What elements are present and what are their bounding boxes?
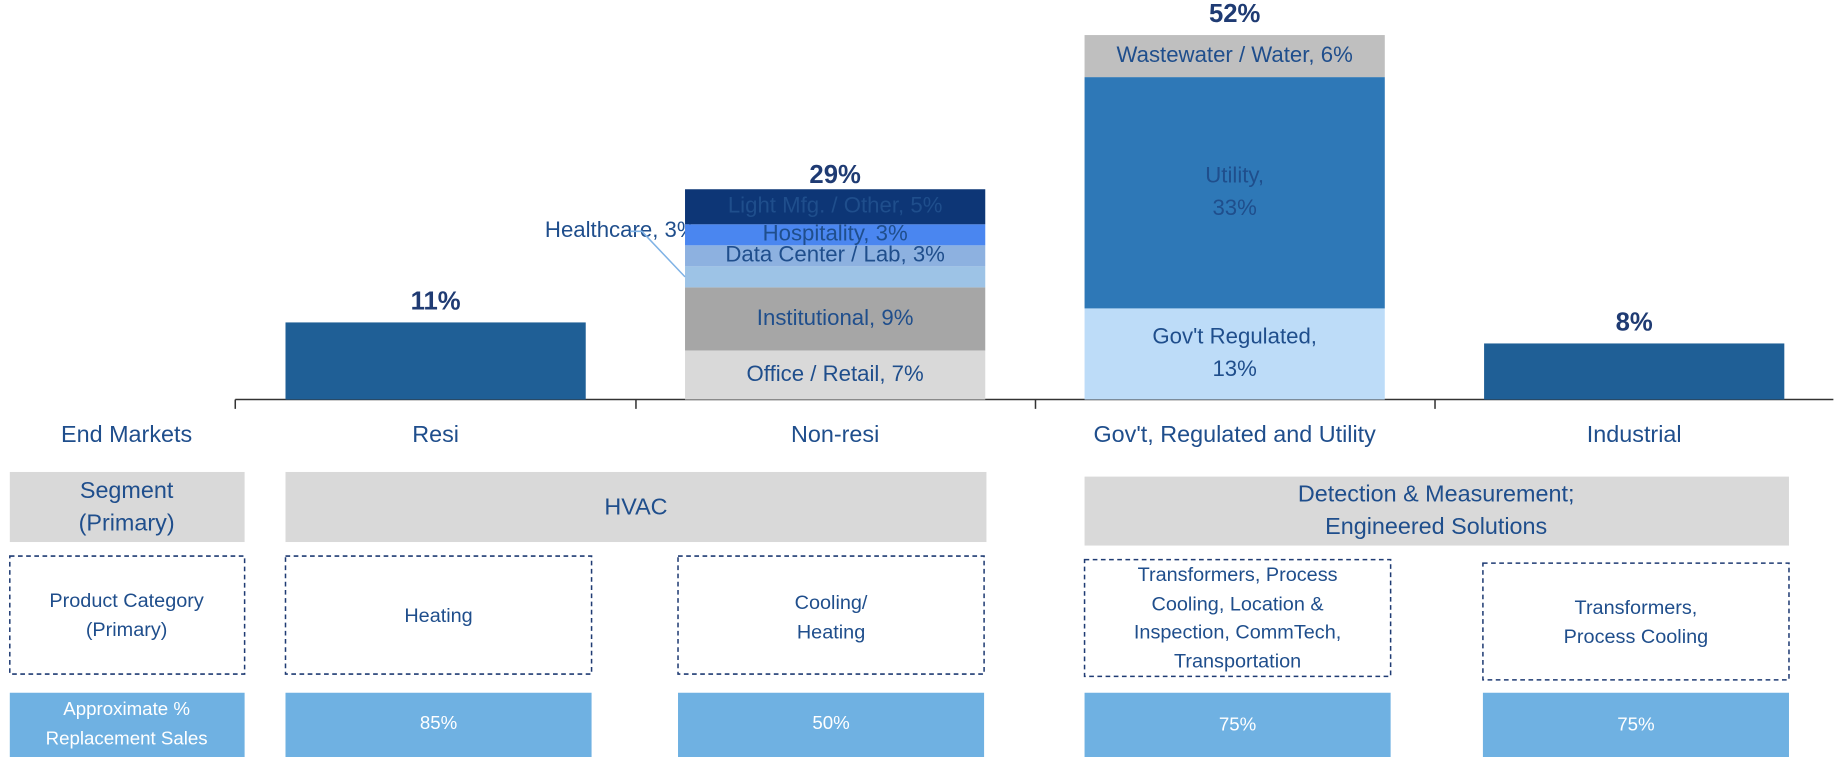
table-cell (285, 471, 987, 543)
row-label: Segment (80, 477, 174, 503)
cell-text: 50% (812, 712, 849, 733)
bar-segment (685, 245, 986, 267)
row-label: Approximate % (63, 698, 190, 719)
row-label: End Markets (61, 421, 192, 447)
cell-text: Cooling/ (795, 592, 868, 614)
bar-segment (685, 350, 986, 400)
x-tick-label: Gov't, Regulated and Utility (1094, 421, 1377, 447)
x-tick-label: Non-resi (791, 421, 879, 447)
cell-text: Transportation (1174, 651, 1301, 673)
table-cell (285, 692, 592, 757)
callout-label: Healthcare, 3% (545, 217, 697, 242)
table-cell (677, 555, 985, 675)
bar-segment (685, 224, 986, 246)
total-label: 11% (411, 287, 461, 315)
table-cell (1482, 692, 1789, 757)
cell-text: Process Cooling (1564, 626, 1708, 648)
x-tick-label: Industrial (1587, 421, 1682, 447)
segment-label: Light Mfg. / Other, 5% (728, 193, 943, 218)
cell-text: Engineered Solutions (1325, 513, 1547, 539)
segment-label: 13% (1212, 356, 1256, 381)
table-cell (284, 555, 593, 675)
table-cell (9, 471, 245, 543)
cell-text: Cooling, Location & (1152, 593, 1324, 615)
cell-text: 75% (1219, 713, 1256, 734)
total-label: 8% (1616, 308, 1653, 336)
table-cell (1482, 562, 1790, 681)
bar-segment (685, 287, 986, 351)
callout-line (630, 230, 686, 278)
bar-segment (1084, 35, 1385, 78)
row-label: (Primary) (86, 619, 168, 641)
segment-label: Hospitality, 3% (763, 221, 908, 246)
bar-segment (1484, 343, 1785, 400)
row-label: Replacement Sales (46, 727, 208, 748)
row-label: Product Category (49, 590, 203, 612)
cell-text: Heating (404, 605, 472, 627)
total-label: 52% (1209, 0, 1261, 28)
bar-segment (685, 189, 986, 225)
x-tick-label: Resi (412, 421, 459, 447)
table-cell (678, 692, 985, 757)
cell-text: 75% (1617, 713, 1654, 734)
bar-segment (1084, 308, 1385, 400)
cell-text: Transformers, (1575, 597, 1698, 619)
cell-text: Transformers, Process (1138, 564, 1338, 586)
segment-label: Data Center / Lab, 3% (725, 242, 945, 267)
cell-text: HVAC (604, 493, 667, 519)
cell-text: Heating (797, 621, 865, 643)
cell-text: Detection & Measurement; (1298, 480, 1575, 506)
bar-segment (685, 266, 986, 288)
table-cell (1083, 558, 1392, 678)
segment-label: Gov't Regulated, (1152, 323, 1317, 348)
row-label: (Primary) (79, 510, 175, 536)
cell-text: 85% (420, 712, 457, 733)
bar-segment (1084, 77, 1385, 309)
cell-text: Inspection, CommTech, (1134, 621, 1341, 643)
segment-label: 33% (1212, 195, 1256, 220)
segment-label: Office / Retail, 7% (747, 361, 924, 386)
table-cell (1084, 692, 1391, 757)
table-cell (1084, 476, 1789, 546)
bar-segment (285, 322, 586, 400)
segment-label: Institutional, 9% (757, 305, 914, 330)
segment-label: Wastewater / Water, 6% (1117, 42, 1353, 67)
table-cell (9, 692, 245, 757)
total-label: 29% (809, 161, 861, 189)
segment-label: Utility, (1205, 162, 1264, 187)
table-cell (9, 555, 246, 675)
